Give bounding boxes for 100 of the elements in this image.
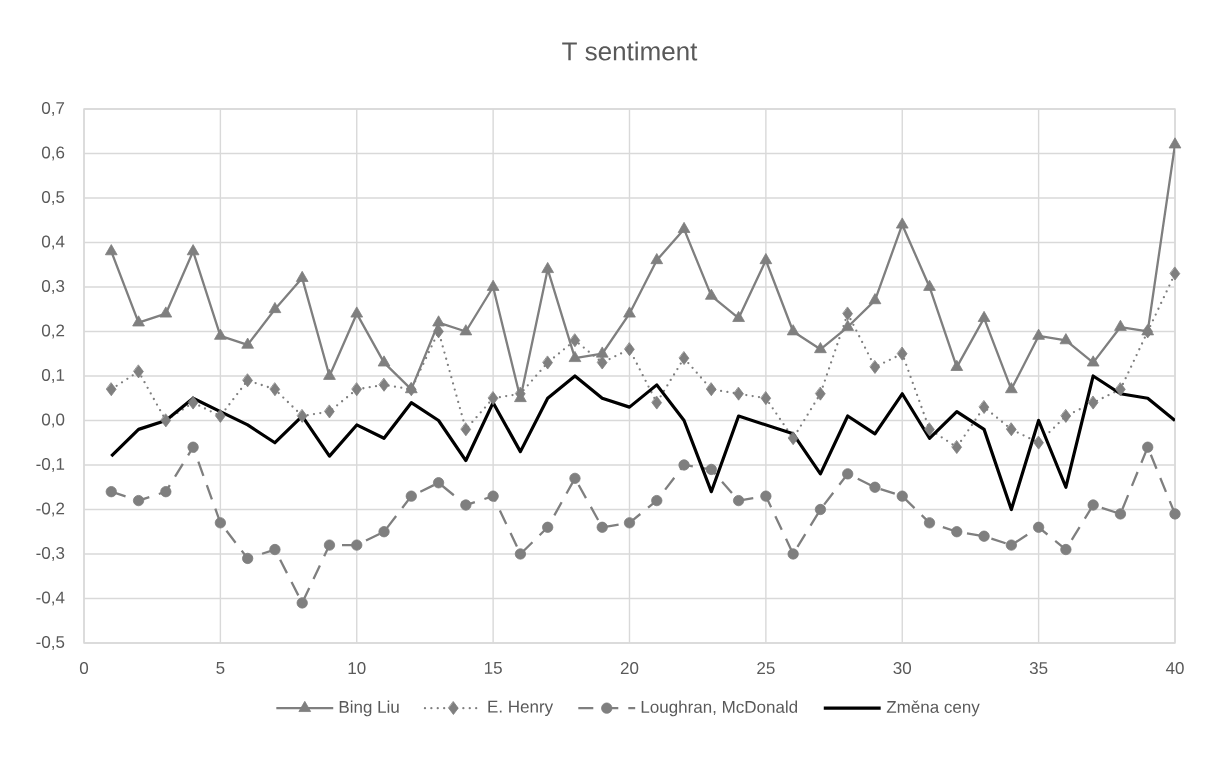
point <box>897 346 908 361</box>
point <box>350 306 364 318</box>
chart-title: T sentiment <box>562 41 698 61</box>
point <box>268 302 282 314</box>
x-tick-label: 40 <box>1165 662 1184 675</box>
point <box>651 494 663 507</box>
point <box>1005 382 1018 394</box>
y-tick-label: -0,2 <box>36 502 65 517</box>
point <box>1169 508 1181 520</box>
point <box>814 503 827 516</box>
point <box>486 279 500 291</box>
point <box>624 342 635 357</box>
y-tick-label: 0,7 <box>41 101 65 116</box>
point <box>487 490 499 502</box>
point <box>133 364 144 379</box>
x-tick-label: 25 <box>757 662 775 675</box>
legend-label: Změna ceny <box>886 700 980 717</box>
y-tick-label: 0,0 <box>41 413 65 428</box>
point <box>895 217 909 229</box>
legend-label: Bing Liu <box>339 700 399 717</box>
legend-label: Loughran, McDonald <box>641 700 798 717</box>
y-tick-label: 0,3 <box>41 279 65 294</box>
point <box>651 395 662 410</box>
point <box>378 378 390 392</box>
point <box>1032 328 1045 340</box>
point <box>104 244 118 256</box>
point <box>569 472 581 484</box>
point <box>678 351 690 365</box>
y-tick-label: 0,4 <box>41 235 65 250</box>
point <box>542 521 554 533</box>
point <box>377 355 391 367</box>
x-tick-label: 0 <box>79 662 89 675</box>
point <box>760 391 772 406</box>
point <box>1115 382 1126 397</box>
point <box>868 293 882 305</box>
y-tick-label: -0,3 <box>36 546 65 561</box>
point <box>759 253 773 265</box>
point <box>677 221 691 233</box>
point <box>1142 441 1154 453</box>
point <box>733 494 745 507</box>
point <box>323 539 336 551</box>
point <box>433 324 444 339</box>
point <box>842 306 853 321</box>
x-tick-label: 10 <box>348 662 366 675</box>
y-tick-label: -0,1 <box>36 457 65 472</box>
point <box>432 477 445 489</box>
point <box>160 486 172 498</box>
point <box>105 486 117 498</box>
point <box>951 440 962 454</box>
x-tick-label: 30 <box>893 662 912 675</box>
point <box>159 306 173 318</box>
point <box>187 441 199 453</box>
point <box>924 422 935 437</box>
point <box>1005 539 1017 551</box>
point <box>405 490 417 502</box>
y-tick-label: 0,1 <box>41 368 65 383</box>
point <box>869 360 881 374</box>
point <box>978 400 990 414</box>
point <box>186 244 200 256</box>
point <box>977 310 991 322</box>
point <box>923 517 936 529</box>
point <box>459 324 473 336</box>
point <box>132 315 145 327</box>
y-tick-label: -0,4 <box>36 591 65 606</box>
point <box>1114 508 1127 520</box>
point <box>1033 435 1044 450</box>
point <box>1114 319 1127 331</box>
x-tick-label: 35 <box>1029 662 1048 675</box>
point <box>1086 355 1100 367</box>
point <box>787 548 799 560</box>
point <box>160 413 172 428</box>
point <box>569 333 581 348</box>
point <box>787 431 799 446</box>
point <box>1168 137 1182 149</box>
point <box>869 481 881 493</box>
point <box>733 386 744 401</box>
point <box>378 526 390 538</box>
point <box>1006 422 1017 437</box>
point <box>950 359 964 371</box>
y-tick-label: 0,5 <box>41 190 65 205</box>
point <box>815 386 826 401</box>
x-tick-label: 20 <box>620 662 639 675</box>
point <box>597 355 608 370</box>
point <box>1060 543 1072 556</box>
point <box>732 310 745 322</box>
point <box>595 346 609 358</box>
x-tick-label: 5 <box>216 662 225 674</box>
point <box>269 543 281 556</box>
point <box>814 342 827 354</box>
point <box>841 319 854 331</box>
point <box>951 526 963 538</box>
point <box>460 499 472 511</box>
point <box>1059 333 1073 345</box>
point <box>760 490 772 502</box>
point <box>460 422 472 437</box>
point <box>351 382 362 397</box>
point <box>242 552 254 565</box>
point <box>269 382 281 397</box>
point <box>1169 266 1181 281</box>
legend-label: E. Henry <box>488 700 554 716</box>
